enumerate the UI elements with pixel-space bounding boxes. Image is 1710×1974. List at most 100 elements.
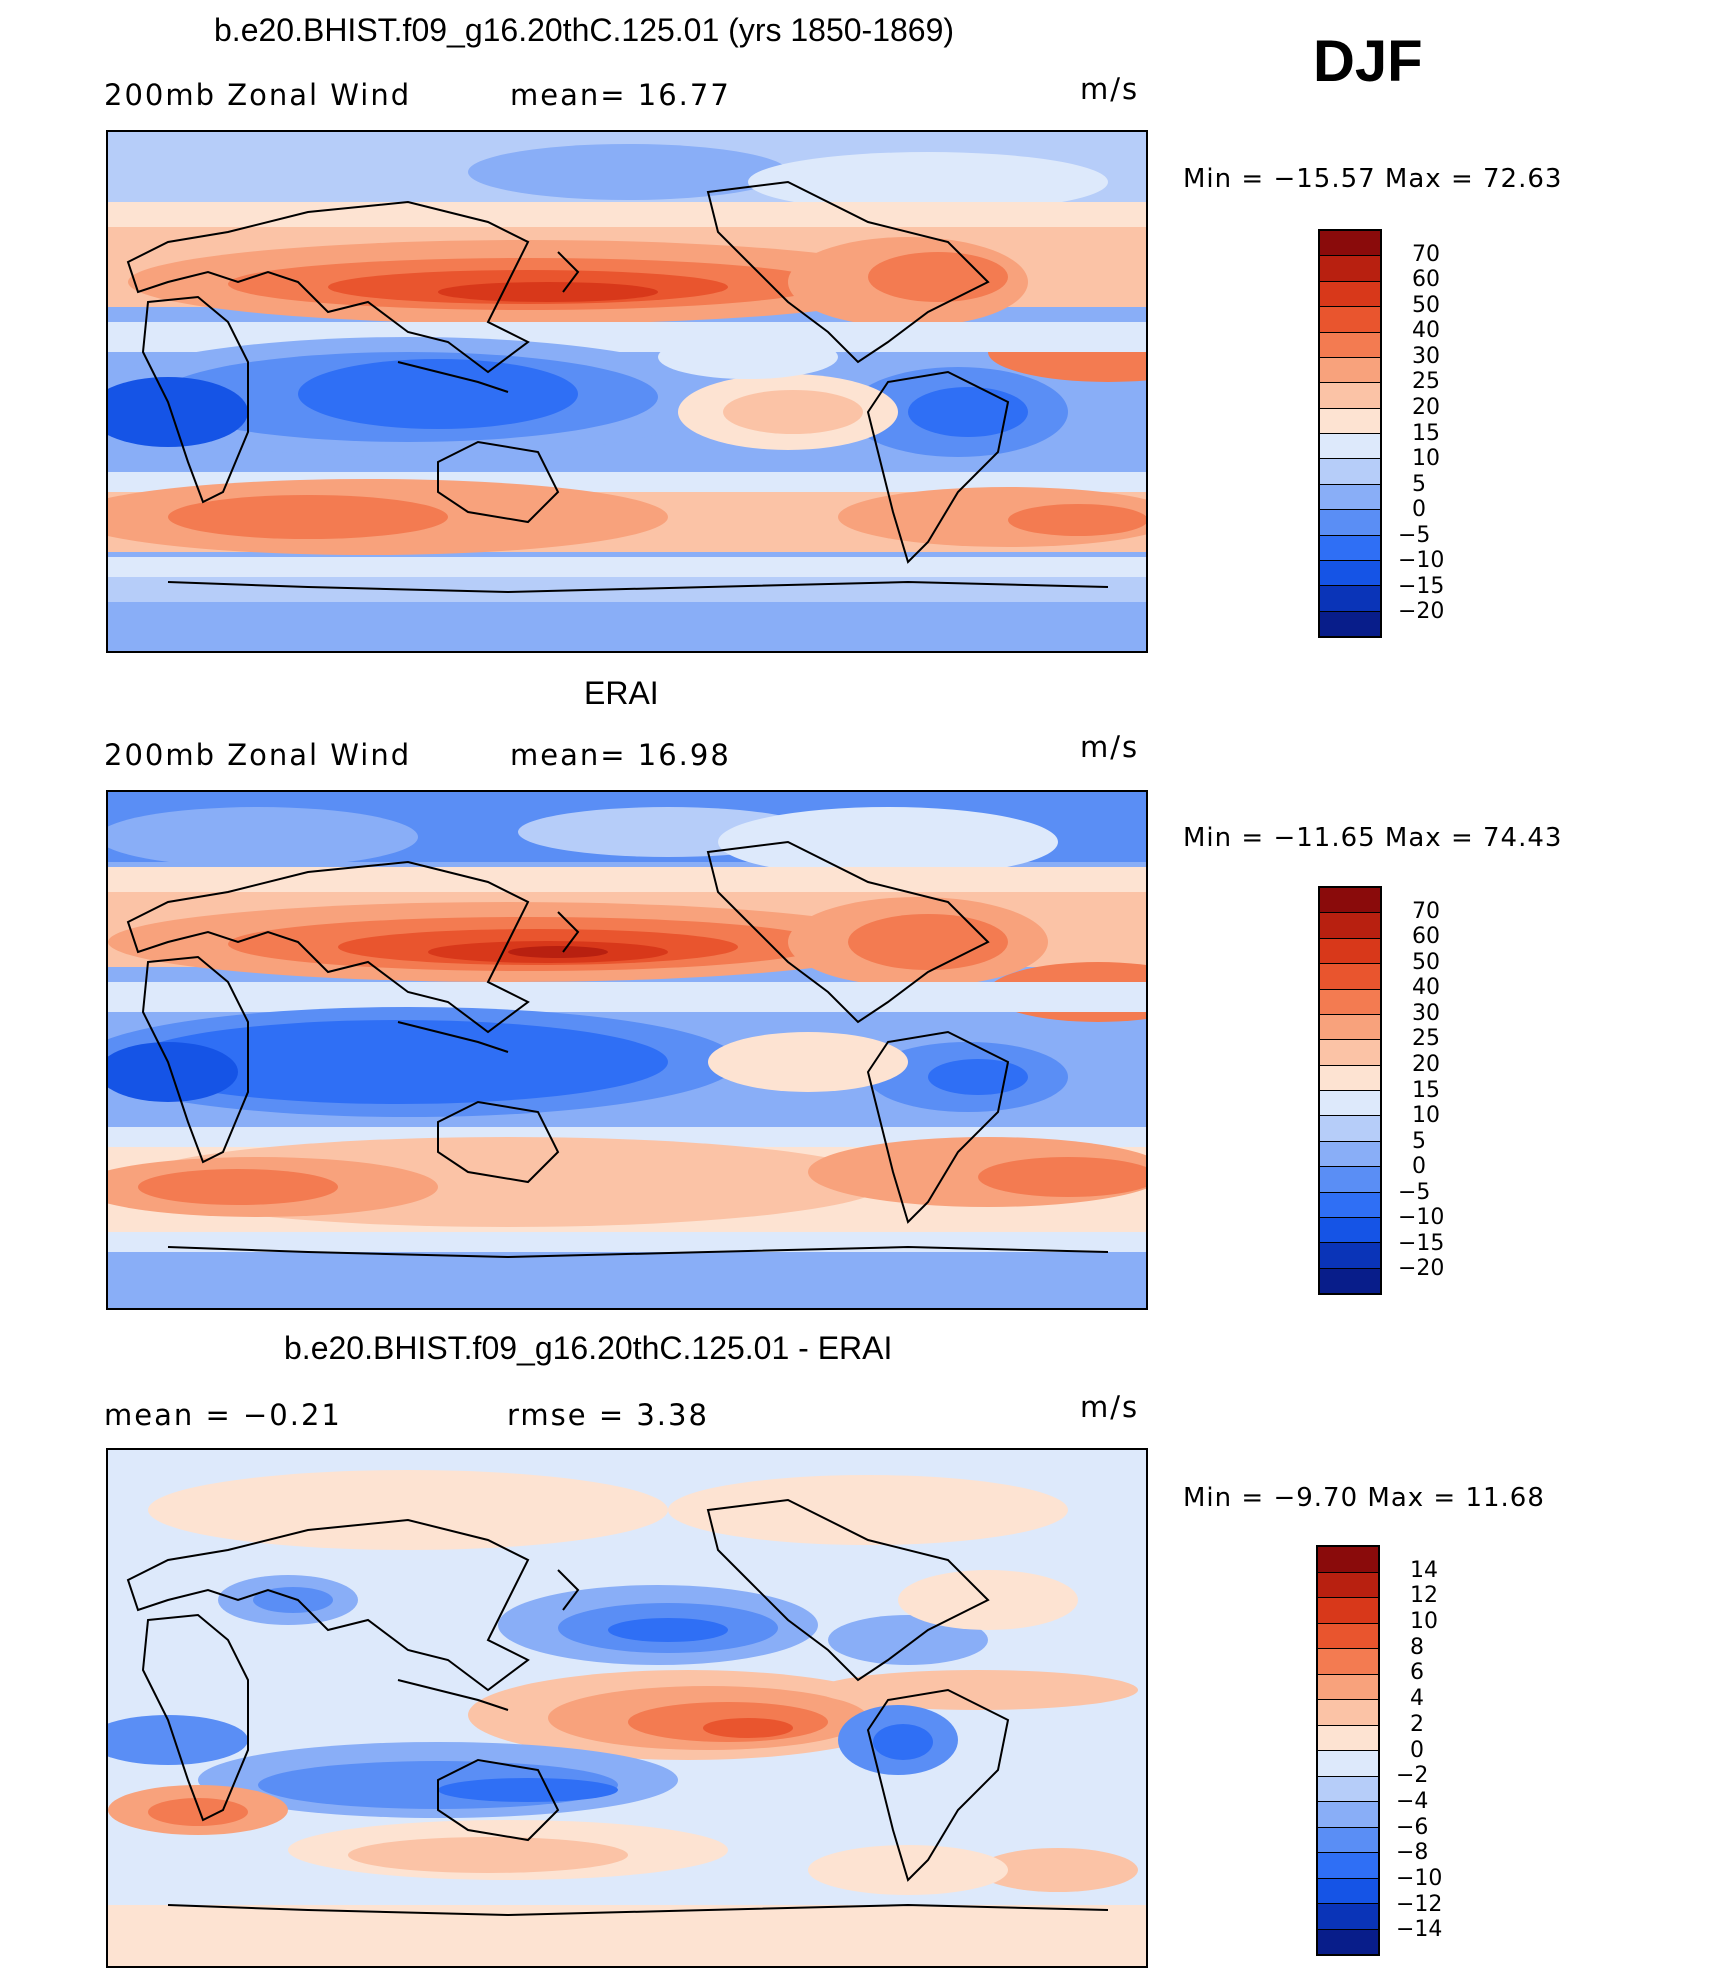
colorbar-tick-label: 60 <box>1412 924 1440 950</box>
colorbar-swatch <box>1318 1776 1378 1802</box>
colorbar-swatch <box>1320 938 1380 965</box>
colorbar-swatch <box>1318 1725 1378 1751</box>
colorbar-tick-label: 2 <box>1410 1711 1424 1737</box>
panel-3-title: b.e20.BHIST.f09_g16.20thC.125.01 - ERAI <box>284 1330 893 1366</box>
panel-1-field-label: 200mb Zonal Wind <box>104 78 412 112</box>
colorbar-swatch <box>1318 1878 1378 1904</box>
colorbar-swatch <box>1320 611 1380 636</box>
colorbar-tick-label: 14 <box>1410 1557 1438 1583</box>
colorbar-swatch <box>1320 383 1380 409</box>
colorbar-swatch <box>1320 1268 1380 1293</box>
colorbar-tick-label: −10 <box>1398 548 1445 574</box>
colorbar-swatch <box>1320 586 1380 612</box>
colorbar-swatch <box>1320 281 1380 308</box>
colorbar-tick-label: −20 <box>1398 1256 1445 1282</box>
colorbar-tick-label: −4 <box>1396 1788 1429 1814</box>
panel-1-mean: mean= 16.77 <box>510 78 731 112</box>
colorbar-swatch <box>1320 459 1380 485</box>
colorbar-tick-label: −20 <box>1398 599 1445 625</box>
colorbar-swatch <box>1320 1141 1380 1168</box>
colorbar-swatch <box>1318 1623 1378 1649</box>
colorbar-tick-label: 50 <box>1412 292 1440 318</box>
colorbar-swatch <box>1318 1547 1378 1573</box>
panel-2-colorbar <box>1318 886 1382 1295</box>
colorbar-swatch <box>1320 510 1380 536</box>
colorbar-tick-label: 10 <box>1412 446 1440 472</box>
colorbar-swatch <box>1318 1853 1378 1879</box>
colorbar-tick-label: 40 <box>1412 975 1440 1001</box>
colorbar-tick-label: 70 <box>1412 241 1440 267</box>
colorbar-swatch <box>1320 964 1380 990</box>
colorbar-tick-label: 4 <box>1410 1686 1424 1712</box>
colorbar-tick-label: 25 <box>1412 369 1440 395</box>
panel-1-units: m/s <box>1080 72 1140 106</box>
colorbar-tick-label: 5 <box>1412 1128 1426 1154</box>
colorbar-tick-label: −8 <box>1396 1840 1429 1866</box>
colorbar-swatch <box>1320 913 1380 939</box>
panel-2-map-svg <box>108 792 1146 1308</box>
colorbar-swatch <box>1318 1827 1378 1853</box>
colorbar-tick-label: 30 <box>1412 1000 1440 1026</box>
colorbar-tick-label: 10 <box>1412 1103 1440 1129</box>
colorbar-swatch <box>1320 1091 1380 1117</box>
panel-2-map <box>106 790 1148 1310</box>
panel-3-units: m/s <box>1080 1390 1140 1424</box>
colorbar-tick-label: 12 <box>1410 1583 1438 1609</box>
colorbar-tick-label: 15 <box>1412 420 1440 446</box>
colorbar-tick-label: −15 <box>1398 1230 1445 1256</box>
colorbar-swatch <box>1318 1700 1378 1726</box>
panel-2-field-label: 200mb Zonal Wind <box>104 738 412 772</box>
panel-3-rmse: rmse = 3.38 <box>507 1398 709 1432</box>
colorbar-tick-label: −10 <box>1396 1865 1443 1891</box>
colorbar-swatch <box>1318 1572 1378 1598</box>
colorbar-tick-label: −14 <box>1396 1917 1443 1943</box>
colorbar-swatch <box>1320 408 1380 434</box>
panel-3-map-svg <box>108 1450 1146 1966</box>
panel-3-colorbar <box>1316 1545 1380 1956</box>
colorbar-tick-label: 20 <box>1412 1051 1440 1077</box>
colorbar-swatch <box>1320 1243 1380 1269</box>
panel-3-map <box>106 1448 1148 1968</box>
colorbar-tick-label: −10 <box>1398 1205 1445 1231</box>
panel-2-minmax: Min = −11.65 Max = 74.43 <box>1183 823 1563 853</box>
colorbar-tick-label: 6 <box>1410 1660 1424 1686</box>
colorbar-tick-label: 10 <box>1410 1609 1438 1635</box>
colorbar-swatch <box>1320 256 1380 282</box>
colorbar-tick-label: 0 <box>1410 1737 1424 1763</box>
season-label: DJF <box>1313 29 1423 94</box>
colorbar-tick-label: −2 <box>1396 1763 1429 1789</box>
colorbar-tick-label: −5 <box>1398 522 1431 548</box>
colorbar-swatch <box>1320 434 1380 460</box>
colorbar-swatch <box>1320 1014 1380 1041</box>
colorbar-swatch <box>1318 1598 1378 1624</box>
colorbar-tick-label: −5 <box>1398 1179 1431 1205</box>
panel-2-units: m/s <box>1080 730 1140 764</box>
colorbar-swatch <box>1320 307 1380 333</box>
colorbar-swatch <box>1318 1649 1378 1675</box>
colorbar-swatch <box>1320 560 1380 587</box>
colorbar-swatch <box>1320 535 1380 561</box>
colorbar-swatch <box>1318 1929 1378 1954</box>
panel-1-colorbar <box>1318 229 1382 638</box>
colorbar-swatch <box>1320 1192 1380 1218</box>
colorbar-swatch <box>1318 1802 1378 1828</box>
colorbar-tick-label: 40 <box>1412 318 1440 344</box>
colorbar-swatch <box>1320 1167 1380 1193</box>
panel-2-mean: mean= 16.98 <box>510 738 731 772</box>
colorbar-swatch <box>1320 357 1380 384</box>
colorbar-tick-label: 30 <box>1412 343 1440 369</box>
panel-3-minmax: Min = −9.70 Max = 11.68 <box>1183 1483 1545 1513</box>
colorbar-swatch <box>1320 1116 1380 1142</box>
colorbar-swatch <box>1320 1065 1380 1091</box>
colorbar-swatch <box>1318 1904 1378 1930</box>
colorbar-tick-label: −12 <box>1396 1891 1443 1917</box>
colorbar-swatch <box>1320 989 1380 1015</box>
colorbar-tick-label: 5 <box>1412 471 1426 497</box>
panel-3-mean: mean = −0.21 <box>104 1398 342 1432</box>
colorbar-tick-label: 0 <box>1412 497 1426 523</box>
panel-1-title: b.e20.BHIST.f09_g16.20thC.125.01 (yrs 18… <box>214 12 955 48</box>
colorbar-tick-label: 0 <box>1412 1154 1426 1180</box>
colorbar-tick-label: −15 <box>1398 573 1445 599</box>
panel-1-minmax: Min = −15.57 Max = 72.63 <box>1183 164 1563 194</box>
colorbar-swatch <box>1320 484 1380 511</box>
